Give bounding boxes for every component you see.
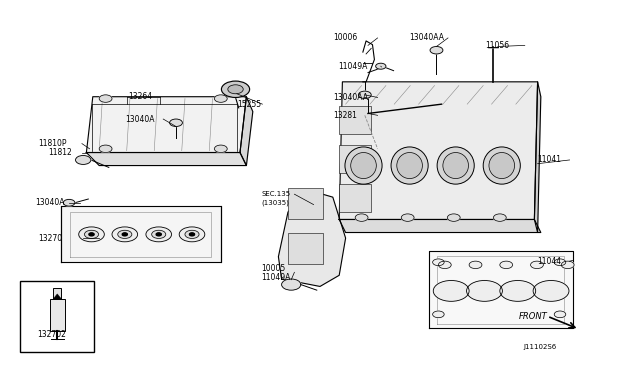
Circle shape [500, 280, 536, 301]
Circle shape [76, 155, 91, 164]
Text: FRONT: FRONT [518, 312, 547, 321]
Text: 10006: 10006 [333, 33, 357, 42]
Circle shape [533, 280, 569, 301]
Bar [288, 188, 323, 219]
Polygon shape [61, 206, 221, 262]
Text: 11049A: 11049A [261, 273, 291, 282]
Polygon shape [278, 190, 346, 286]
Text: 132702: 132702 [37, 330, 66, 339]
Ellipse shape [443, 153, 468, 179]
Ellipse shape [489, 153, 515, 179]
Circle shape [467, 280, 502, 301]
Circle shape [438, 261, 451, 269]
Circle shape [170, 119, 182, 126]
Circle shape [433, 311, 444, 318]
Ellipse shape [351, 153, 376, 179]
Circle shape [84, 230, 99, 238]
Bar [54, 288, 61, 299]
Circle shape [531, 261, 543, 269]
Circle shape [118, 230, 132, 238]
Text: SEC.135: SEC.135 [261, 191, 291, 197]
Text: 13040AA: 13040AA [410, 33, 445, 42]
Circle shape [401, 214, 414, 221]
Text: 11812: 11812 [48, 148, 72, 157]
Circle shape [355, 214, 368, 221]
Bar [50, 299, 65, 331]
Ellipse shape [483, 147, 520, 184]
Text: 11044: 11044 [538, 257, 562, 266]
Polygon shape [339, 219, 541, 232]
Text: 13040A: 13040A [35, 198, 65, 207]
Text: 11049A: 11049A [338, 62, 367, 71]
Circle shape [554, 311, 566, 318]
Text: 13270: 13270 [38, 234, 63, 243]
Circle shape [221, 81, 250, 97]
Circle shape [358, 91, 371, 99]
Circle shape [156, 233, 161, 236]
Circle shape [433, 280, 469, 301]
Circle shape [152, 230, 166, 238]
Circle shape [79, 227, 104, 242]
Text: 13264: 13264 [128, 92, 152, 101]
Polygon shape [339, 82, 538, 219]
Polygon shape [240, 97, 253, 166]
Bar [339, 184, 371, 212]
Bar [339, 145, 371, 173]
Polygon shape [86, 153, 246, 166]
Circle shape [433, 259, 444, 266]
Circle shape [554, 259, 566, 266]
Circle shape [89, 233, 94, 236]
Ellipse shape [397, 153, 422, 179]
Circle shape [146, 227, 172, 242]
Circle shape [214, 145, 227, 153]
Circle shape [493, 214, 506, 221]
Text: 10005: 10005 [261, 264, 285, 273]
Bar [288, 232, 323, 264]
Circle shape [99, 95, 112, 102]
Text: 13281: 13281 [333, 111, 356, 120]
Circle shape [112, 227, 138, 242]
Text: (13035): (13035) [261, 199, 289, 206]
Bar [20, 281, 94, 352]
Circle shape [63, 199, 75, 206]
Ellipse shape [437, 147, 474, 184]
Polygon shape [429, 251, 573, 328]
Text: J11102S6: J11102S6 [524, 344, 557, 350]
Ellipse shape [345, 147, 382, 184]
Text: 15255: 15255 [237, 100, 261, 109]
Ellipse shape [391, 147, 428, 184]
Circle shape [561, 261, 574, 269]
Text: 11810P: 11810P [38, 139, 67, 148]
Bar [339, 106, 371, 134]
Circle shape [376, 63, 386, 69]
Polygon shape [534, 82, 541, 232]
Circle shape [430, 46, 443, 54]
Circle shape [179, 227, 205, 242]
Text: 11041: 11041 [538, 155, 562, 164]
Circle shape [189, 233, 195, 236]
Polygon shape [52, 294, 62, 299]
Circle shape [214, 95, 227, 102]
Polygon shape [86, 97, 246, 153]
Text: 11056: 11056 [485, 41, 509, 50]
Circle shape [500, 261, 513, 269]
Circle shape [185, 230, 199, 238]
Circle shape [99, 145, 112, 153]
Text: 13040A: 13040A [125, 115, 154, 124]
Circle shape [282, 279, 301, 290]
Circle shape [447, 214, 460, 221]
Circle shape [469, 261, 482, 269]
Circle shape [122, 233, 127, 236]
Circle shape [228, 85, 243, 94]
Text: 13040AA: 13040AA [333, 93, 368, 102]
